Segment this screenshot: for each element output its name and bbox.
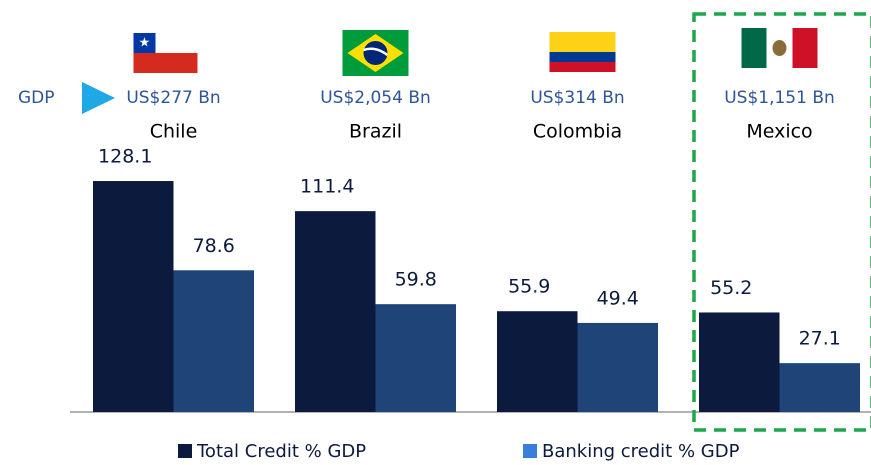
flag — [772, 40, 787, 56]
bar — [779, 363, 860, 412]
flag — [792, 28, 818, 68]
category-label: Colombia — [533, 121, 622, 143]
bar — [173, 270, 254, 412]
flag — [363, 41, 388, 65]
value-label: 128.1 — [98, 146, 152, 168]
flag — [549, 32, 616, 52]
value-label: 55.2 — [710, 277, 752, 299]
flag — [741, 28, 767, 68]
legend-label: Banking credit % GDP — [542, 441, 740, 462]
category-label: Brazil — [349, 121, 402, 143]
flag — [133, 53, 198, 73]
bar — [295, 211, 376, 412]
gdp-arrow — [82, 82, 115, 114]
flag-star: ★ — [139, 36, 151, 51]
category-label: Mexico — [746, 121, 812, 143]
legend-label: Total Credit % GDP — [196, 441, 366, 462]
gdp-label: US$314 Bn — [530, 88, 624, 108]
bar — [93, 181, 174, 412]
bar — [577, 322, 658, 412]
bar — [375, 304, 456, 412]
value-label: 59.8 — [395, 269, 437, 291]
gdp-label: US$2,054 Bn — [320, 88, 431, 108]
highlight-box — [692, 12, 871, 432]
gdp-title: GDP — [18, 88, 55, 108]
flag — [549, 52, 616, 62]
flag — [363, 47, 389, 57]
legend-swatch — [178, 444, 192, 458]
bar — [497, 311, 578, 412]
legend-swatch — [523, 444, 537, 458]
value-label: 55.9 — [508, 276, 550, 298]
bar — [699, 312, 780, 412]
value-label: 49.4 — [597, 287, 639, 309]
gdp-label: US$277 Bn — [126, 88, 220, 108]
value-label: 111.4 — [300, 176, 354, 198]
value-label: 27.1 — [799, 328, 841, 350]
category-label: Chile — [150, 121, 198, 143]
flag — [133, 33, 156, 53]
flag — [549, 62, 616, 72]
gdp-label: US$1,151 Bn — [724, 88, 835, 108]
value-label: 78.6 — [193, 235, 235, 257]
